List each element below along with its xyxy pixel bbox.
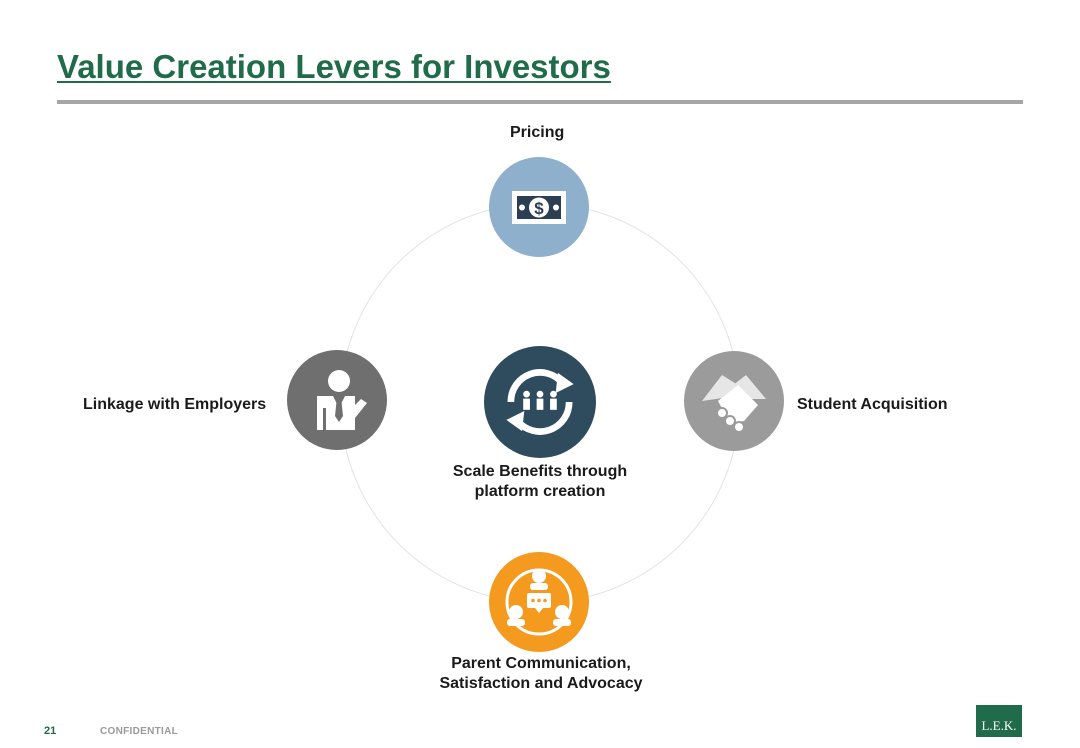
handshake-icon bbox=[702, 375, 766, 433]
businessman-icon bbox=[317, 370, 367, 430]
employers-node bbox=[287, 350, 387, 450]
confidential-label: CONFIDENTIAL bbox=[100, 726, 179, 737]
pricing-node: $ bbox=[489, 157, 589, 257]
money-icon: $ bbox=[512, 191, 566, 224]
cycle-people-icon bbox=[506, 369, 574, 435]
student-node bbox=[684, 351, 784, 451]
logo-text: L.E.K. bbox=[981, 718, 1017, 733]
student-label: Student Acquisition bbox=[797, 396, 948, 413]
slide-title: Value Creation Levers for Investors bbox=[57, 48, 611, 85]
center-node bbox=[484, 346, 596, 458]
center-label-line2: platform creation bbox=[474, 483, 606, 500]
title-divider bbox=[57, 100, 1023, 104]
page-number: 21 bbox=[44, 725, 57, 737]
parent-label-line2: Satisfaction and Advocacy bbox=[439, 675, 643, 692]
parent-label: Parent Communication, Satisfaction and A… bbox=[410, 654, 672, 694]
parent-label-line1: Parent Communication, bbox=[451, 655, 631, 672]
communication-icon bbox=[505, 568, 573, 636]
parent-node bbox=[489, 552, 589, 652]
center-label-line1: Scale Benefits through bbox=[452, 463, 628, 480]
pricing-label: Pricing bbox=[510, 124, 565, 141]
lek-logo: L.E.K. bbox=[976, 705, 1022, 737]
employers-label: Linkage with Employers bbox=[83, 396, 267, 413]
svg-text:$: $ bbox=[534, 199, 544, 218]
center-label: Scale Benefits through platform creation bbox=[440, 462, 640, 502]
